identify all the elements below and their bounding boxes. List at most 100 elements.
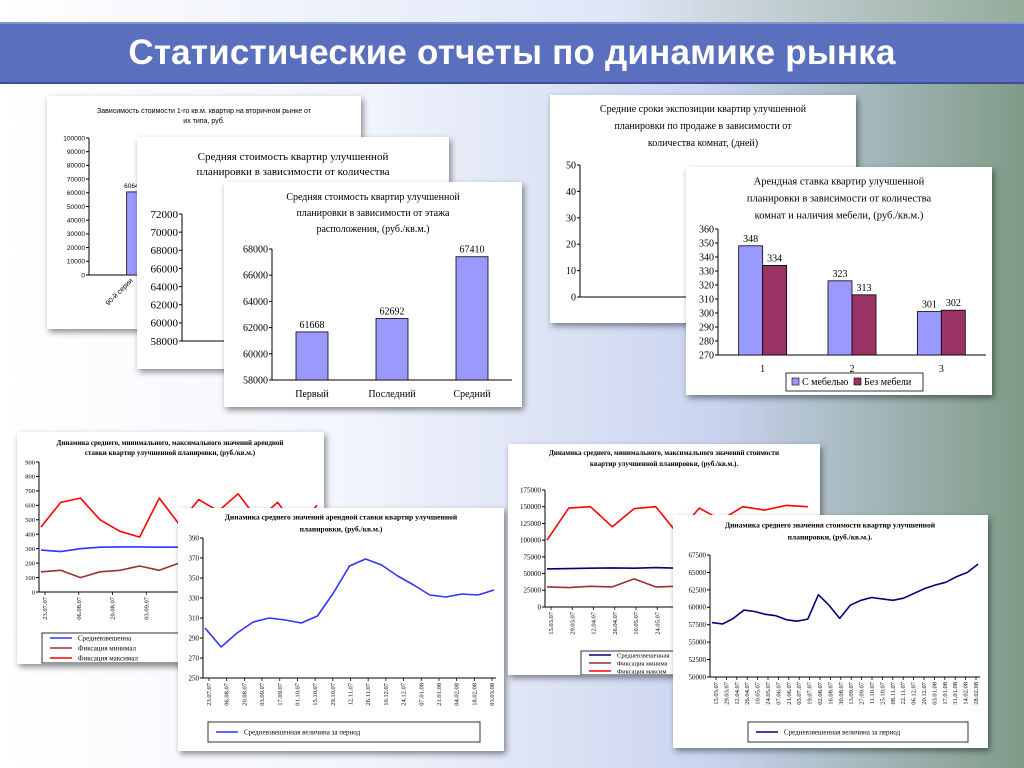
x-tick-label: 12.04.07	[591, 611, 598, 635]
chart-title-line: планировки, (руб./кв.м.).	[788, 533, 873, 542]
x-tick-label: 02.08.07	[817, 681, 824, 705]
y-tick-label: 50000	[67, 204, 85, 211]
chart-title-line: Зависимость стоимости 1-го кв.м. квартир…	[97, 108, 312, 115]
chart-card-rent-dynamics-avg: Динамика среднего значений арендной став…	[178, 508, 504, 751]
chart-title-line: Средние сроки экспозиции квартир улучшен…	[600, 104, 807, 115]
y-tick-label: 290	[189, 634, 200, 642]
y-tick-label: 30	[566, 213, 576, 224]
y-tick-label: 500	[25, 517, 35, 524]
chart-svg: Средняя стоимость квартир улучшенной план…	[243, 192, 512, 400]
chart-title-line: Динамика среднего, минимального, максима…	[549, 449, 779, 457]
y-tick-label: 100000	[520, 537, 542, 545]
x-tick-label: 03.09.07	[143, 596, 150, 620]
y-tick-label: 68000	[243, 245, 268, 256]
chart-title: Зависимость стоимости 1-го кв.м. квартир…	[97, 108, 312, 125]
y-tick-label: 58000	[243, 376, 268, 387]
data-label: 61668	[300, 320, 325, 331]
y-tick-label: 360	[699, 225, 714, 236]
legend	[207, 721, 481, 743]
y-tick-label: 100	[25, 575, 35, 582]
legend	[747, 721, 969, 743]
x-tick-label: 2	[850, 364, 855, 375]
chart-card-rent-furniture: Арендная ставка квартир улучшенной планир…	[686, 167, 992, 395]
x-tick-label: 31.01.08	[952, 682, 959, 705]
x-tick-label: 03.01.08	[931, 682, 938, 705]
x-tick-label: 15.03.07	[548, 611, 555, 635]
y-tick-label: 0	[571, 293, 576, 304]
chart-title-line: планировки по продаже в зависимости от	[614, 121, 792, 132]
x-tick-label: 17.09.07	[277, 682, 284, 706]
y-tick-label: 10	[566, 266, 576, 277]
x-tick-label: 07.01.08	[418, 683, 425, 706]
y-tick-label: 330	[699, 267, 714, 278]
x-tick-label: 27.09.07	[859, 681, 866, 705]
bar	[762, 265, 788, 356]
y-tick-label: 10000	[67, 259, 85, 266]
x-tick-label: 26.04.07	[744, 681, 751, 705]
legend-label: Фиксация минима	[617, 660, 668, 667]
chart-svg: Динамика среднего значения стоимости ква…	[689, 521, 980, 743]
x-tick-label: 29.10.07	[330, 682, 337, 706]
y-tick-label: 55000	[689, 639, 707, 647]
y-tick-label: 310	[699, 295, 714, 306]
x-tick-label: 12.04.07	[734, 681, 741, 705]
y-tick-label: 330	[189, 594, 200, 602]
y-tick-label: 175000	[520, 486, 542, 494]
legend-label: Фиксация максимал	[78, 654, 138, 662]
legend-label: Средневзвешенная	[617, 652, 669, 659]
y-tick-label: 90000	[67, 149, 85, 156]
x-tick-label: 06.12.07	[911, 681, 918, 705]
y-tick-label: 64000	[243, 297, 268, 308]
chart-title: Средние сроки экспозиции квартир улучшен…	[600, 104, 807, 149]
chart-title-line: комнат и наличия мебели, (руб./кв.м.)	[755, 211, 924, 222]
x-tick-label: 11.10.07	[869, 681, 876, 704]
legend-label: Без мебели	[864, 377, 912, 388]
y-tick-label: 66000	[243, 271, 268, 282]
y-tick-label: 60000	[151, 318, 179, 330]
chart-title-line: планировки в зависимости от количества	[196, 166, 389, 178]
x-tick-label: 22.11.07	[900, 681, 907, 704]
x-tick-label: Последний	[368, 389, 416, 400]
x-tick-label: 03.03.08	[489, 683, 496, 706]
y-tick-label: 200	[25, 560, 35, 567]
bar	[375, 318, 409, 381]
x-tick-label: 3	[939, 364, 944, 375]
y-tick-label: 320	[699, 281, 714, 292]
x-tick-label: 13.09.07	[848, 681, 855, 705]
chart-svg: Динамика среднего значений арендной став…	[189, 513, 496, 743]
series-line	[204, 558, 495, 648]
chart-title-line: количества комнат, (дней)	[648, 138, 758, 149]
y-tick-label: 0	[81, 272, 85, 279]
chart-title-line: Динамика среднего, минимального, максима…	[57, 439, 284, 447]
page-top-band	[0, 0, 1024, 22]
x-tick-label: 04.02.08	[454, 683, 461, 706]
legend-swatch	[791, 377, 800, 386]
y-tick-label: 250	[189, 674, 200, 682]
y-tick-label: 0	[32, 589, 35, 596]
y-tick-label: 62500	[689, 586, 707, 594]
legend-label: Средневзвешенна	[78, 634, 132, 642]
data-label: 62692	[380, 307, 405, 318]
y-tick-label: 50	[566, 161, 576, 172]
x-tick-label: 15.03.07	[713, 681, 720, 705]
legend-label: Средневзвешенная величина за период	[784, 728, 901, 736]
x-tick-label: 12.11.07	[348, 682, 355, 705]
x-tick-label: 23.07.07	[42, 596, 49, 620]
y-tick-label: 20	[566, 240, 576, 251]
chart-title: Динамика среднего, минимального, максима…	[57, 439, 284, 457]
x-tick-label: 1	[760, 364, 765, 375]
y-tick-label: 100000	[63, 135, 85, 142]
y-tick-label: 66000	[151, 263, 179, 275]
chart-title-line: планировки в зависимости от этажа	[297, 208, 450, 219]
x-tick-label: 16.08.07	[827, 681, 834, 705]
chart-svg: Арендная ставка квартир улучшенной планир…	[699, 177, 986, 392]
bar	[916, 311, 942, 356]
legend-swatch	[853, 377, 862, 386]
y-tick-label: 57500	[689, 621, 707, 629]
y-tick-label: 25000	[524, 587, 542, 595]
chart-title-line: Средняя стоимость квартир улучшенной	[286, 192, 460, 203]
x-tick-label: 23.07.07	[206, 682, 213, 706]
y-tick-label: 67500	[689, 551, 707, 559]
x-tick-label: 14.02.08	[963, 682, 970, 705]
page-title: Статистические отчеты по динамике рынка	[128, 33, 896, 72]
